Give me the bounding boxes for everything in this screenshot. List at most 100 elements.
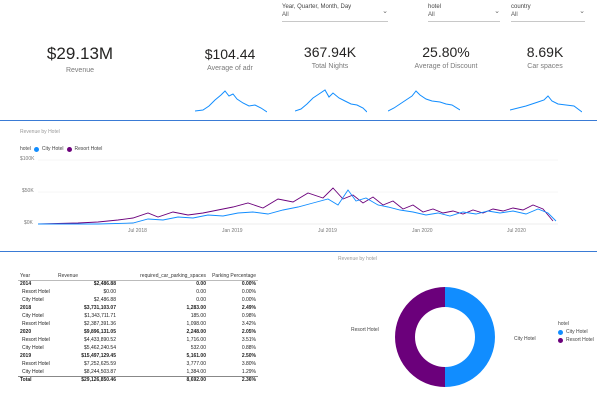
cell-revenue: $8,244,503.87: [84, 368, 116, 375]
cell-parking: 1,716.00: [186, 337, 206, 343]
x-tick-jul-2019: Jul 2019: [318, 228, 337, 234]
kpi-revenue-value: $29.13M: [46, 44, 114, 63]
cell-revenue: $2,486.88: [93, 281, 116, 288]
cell-year: City Hotel: [22, 297, 44, 303]
cell-year: 2020: [20, 329, 32, 335]
cell-parking: 1,098.00: [186, 321, 206, 327]
x-tick-jul-2018: Jul 2018: [128, 228, 147, 234]
kpi-adr-label: Average of adr: [207, 65, 253, 72]
x-tick-jan-2019: Jan 2019: [222, 228, 243, 234]
cell-revenue: $2,387,391.36: [84, 321, 116, 327]
slicer-date-title: Year, Quarter, Month, Day: [282, 4, 352, 10]
kpi-nights: 367.94K Total Nights: [285, 44, 375, 70]
legend-title: hotel: [20, 146, 31, 152]
cell-parking-pct: 0.00%: [241, 297, 256, 303]
donut-chart[interactable]: [390, 282, 500, 392]
slicer-date[interactable]: Year, Quarter, Month, Day All ⌄: [282, 4, 388, 22]
cell-year: Resort Hotel: [22, 337, 50, 343]
col-header-revenue[interactable]: Revenue: [56, 272, 118, 281]
col-header-parking-pct[interactable]: Parking Percentage: [208, 272, 258, 281]
cell-parking-pct: 2.05%: [241, 329, 256, 335]
table-row[interactable]: Resort Hotel $2,387,391.36 1,098.00 3.42%: [18, 320, 258, 328]
donut-slice-city: [445, 287, 495, 387]
x-tick-jul-2020: Jul 2020: [507, 228, 526, 234]
col-header-parking[interactable]: required_car_parking_spaces: [118, 272, 208, 281]
table-row[interactable]: City Hotel $1,343,711.71 185.00 0.98%: [18, 312, 258, 320]
cell-parking-pct: 1.29%: [241, 368, 256, 375]
slicer-date-dropdown[interactable]: All ⌄: [282, 8, 388, 22]
cell-parking: 5,161.00: [186, 353, 206, 359]
cell-parking: 1,283.00: [186, 305, 206, 311]
separator-top: [0, 120, 597, 121]
cell-year: City Hotel: [22, 313, 44, 319]
year-row[interactable]: 2018 $3,731,103.07 1,283.00 2.49%: [18, 304, 258, 312]
cell-parking-pct: 2.49%: [241, 305, 256, 311]
cell-year: Resort Hotel: [22, 321, 50, 327]
slicer-country-dropdown[interactable]: All ⌄: [511, 8, 585, 22]
donut-label-city: City Hotel: [514, 336, 536, 342]
table-row[interactable]: City Hotel $2,486.88 0.00 0.00%: [18, 296, 258, 304]
table-row[interactable]: City Hotel $5,462,240.54 532.00 0.88%: [18, 344, 258, 352]
sparkline-car-spaces: [510, 95, 582, 113]
resort-hotel-dot-icon: [66, 146, 72, 152]
kpi-nights-value: 367.94K: [303, 44, 357, 60]
kpi-discount-value: 25.80%: [422, 44, 470, 60]
cell-revenue: $15,497,129.45: [81, 353, 116, 359]
cell-revenue: $5,462,240.54: [84, 345, 116, 351]
cell-revenue: $4,433,890.52: [84, 337, 116, 343]
revenue-matrix: Year Revenue required_car_parking_spaces…: [18, 272, 258, 384]
slicer-hotel-dropdown[interactable]: All ⌄: [428, 8, 500, 22]
col-header-year[interactable]: Year: [18, 272, 56, 281]
cell-parking-pct: 2.36%: [208, 375, 258, 384]
table-row[interactable]: City Hotel $8,244,503.87 1,384.00 1.29%: [18, 368, 258, 376]
revenue-line-chart[interactable]: [38, 155, 558, 230]
cell-revenue: $1,343,711.71: [84, 313, 116, 319]
year-row[interactable]: 2019 $15,497,129.45 5,161.00 2.50%: [18, 352, 258, 360]
donut-legend: hotel City Hotel Resort Hotel: [558, 321, 594, 343]
cell-parking: 3,777.00: [186, 361, 206, 367]
slicer-date-value: All: [282, 12, 289, 18]
cell-year: Resort Hotel: [22, 289, 50, 295]
y-tick-100k: $100K: [20, 156, 35, 162]
sparkline-nights: [295, 89, 367, 113]
table-row[interactable]: Resort Hotel $7,252,625.59 3,777.00 3.80%: [18, 360, 258, 368]
cell-parking-pct: 0.88%: [241, 345, 256, 351]
x-tick-jan-2020: Jan 2020: [412, 228, 433, 234]
legend-city-hotel[interactable]: City Hotel: [41, 146, 64, 152]
cell-revenue: $0.00: [103, 289, 116, 295]
slicer-hotel[interactable]: hotel All ⌄: [428, 4, 500, 22]
legend-resort-hotel[interactable]: Resort Hotel: [74, 146, 103, 152]
cell-parking: 0.00: [196, 297, 206, 303]
cell-parking-pct: 2.50%: [241, 353, 256, 359]
cell-revenue: $29,126,850.46: [56, 375, 118, 384]
y-tick-0k: $0K: [24, 220, 33, 226]
donut-legend-resort[interactable]: Resort Hotel: [558, 337, 594, 343]
slicer-hotel-value: All: [428, 12, 435, 18]
chevron-down-icon: ⌄: [494, 8, 500, 15]
cell-year: Total: [18, 375, 56, 384]
year-row[interactable]: 2020 $9,896,131.05 2,248.00 2.05%: [18, 328, 258, 336]
cell-parking: 185.00: [190, 313, 206, 319]
cell-year: Resort Hotel: [22, 361, 50, 367]
donut-slice-resort: [395, 287, 445, 387]
donut-legend-city-label: City Hotel: [566, 329, 588, 335]
cell-parking: 2,248.00: [186, 329, 206, 335]
kpi-revenue-label: Revenue: [65, 67, 95, 74]
cell-parking-pct: 0.00%: [241, 289, 256, 295]
cell-parking: 0.00: [196, 289, 206, 295]
kpi-revenue: $29.13M Revenue: [20, 44, 140, 74]
donut-legend-title: hotel: [558, 321, 569, 327]
kpi-discount-label: Average of Discount: [414, 63, 478, 70]
cell-parking-pct: 0.00%: [241, 281, 256, 288]
cell-revenue: $2,486.88: [93, 297, 116, 303]
kpi-car-spaces-value: 8.69K: [526, 44, 564, 60]
table-row[interactable]: Resort Hotel $0.00 0.00 0.00%: [18, 288, 258, 296]
table-row[interactable]: Resort Hotel $4,433,890.52 1,716.00 3.51%: [18, 336, 258, 344]
year-row[interactable]: 2014 $2,486.88 0.00 0.00%: [18, 280, 258, 288]
cell-parking-pct: 0.98%: [241, 313, 256, 319]
cell-parking-pct: 3.42%: [241, 321, 256, 327]
cell-parking: 0.00: [196, 281, 206, 288]
slicer-country[interactable]: country All ⌄: [511, 4, 585, 22]
donut-legend-city[interactable]: City Hotel: [558, 329, 594, 335]
total-row[interactable]: Total $29,126,850.46 8,692.00 2.36%: [18, 375, 258, 384]
